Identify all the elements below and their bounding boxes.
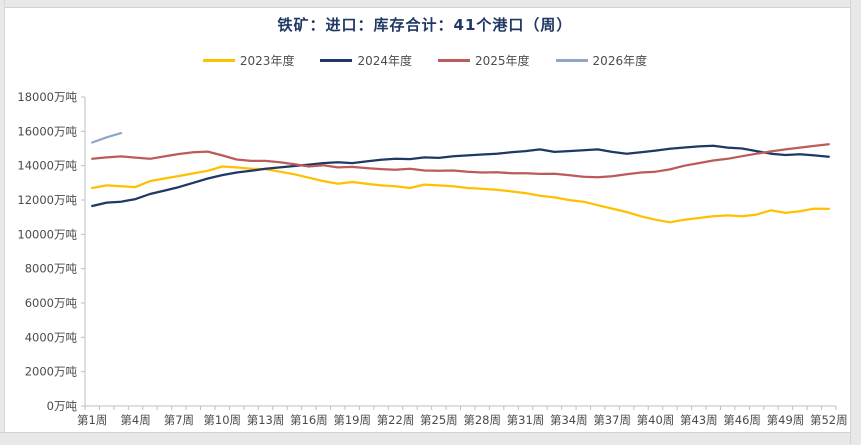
x-tick-label: 第22周 xyxy=(377,413,415,427)
x-tick-label: 第16周 xyxy=(290,413,328,427)
legend-label: 2024年度 xyxy=(357,54,412,68)
x-tick-label: 第4周 xyxy=(120,413,150,427)
series-line-2023 xyxy=(91,165,830,224)
y-tick-label: 12000万吨 xyxy=(17,193,77,207)
legend-label: 2025年度 xyxy=(475,54,530,68)
legend-line-swatch xyxy=(202,59,235,62)
legend-item-2023: 2023年度 xyxy=(202,52,295,69)
series-line-2026 xyxy=(91,131,123,144)
window-edge-right xyxy=(850,0,861,444)
y-tick-label: 10000万吨 xyxy=(17,227,77,241)
series-line-2025 xyxy=(91,143,830,179)
x-tick-label: 第46周 xyxy=(723,413,761,427)
x-tick-label: 第19周 xyxy=(333,413,371,427)
x-tick-label: 第25周 xyxy=(420,413,458,427)
x-tick-label: 第40周 xyxy=(637,413,675,427)
legend-line-swatch xyxy=(320,59,353,62)
x-tick-label: 第43周 xyxy=(680,413,718,427)
x-tick-label: 第49周 xyxy=(767,413,805,427)
x-tick-label: 第31周 xyxy=(507,413,545,427)
y-tick-label: 6000万吨 xyxy=(25,296,78,310)
chart-title: 铁矿：进口：库存合计：41个港口（周） xyxy=(277,16,573,34)
x-tick-label: 第34周 xyxy=(550,413,588,427)
window-edge-left xyxy=(0,0,5,444)
x-tick-label: 第1周 xyxy=(77,413,107,427)
x-tick-label: 第10周 xyxy=(203,413,241,427)
legend-item-2026: 2026年度 xyxy=(555,52,648,69)
y-tick-label: 2000万吨 xyxy=(25,365,78,379)
x-tick-label: 第52周 xyxy=(810,413,848,427)
legend-item-2024: 2024年度 xyxy=(320,52,412,69)
legend-label: 2026年度 xyxy=(592,54,648,68)
legend-line-swatch xyxy=(555,59,588,62)
y-tick-label: 8000万吨 xyxy=(25,262,78,276)
y-tick-label: 0万吨 xyxy=(47,399,78,413)
legend-label: 2023年度 xyxy=(239,54,295,68)
y-tick-label: 14000万吨 xyxy=(17,159,77,173)
x-tick-label: 第13周 xyxy=(247,413,285,427)
window-edge-top xyxy=(0,0,861,8)
x-tick-label: 第37周 xyxy=(593,413,631,427)
y-tick-label: 4000万吨 xyxy=(25,330,78,344)
y-tick-label: 16000万吨 xyxy=(17,124,77,138)
y-tick-label: 18000万吨 xyxy=(17,90,77,104)
window-edge-bottom xyxy=(0,432,861,445)
legend-line-swatch xyxy=(438,59,470,62)
legend-item-2025: 2025年度 xyxy=(438,52,530,69)
series-line-2024 xyxy=(91,144,830,208)
x-tick-label: 第28周 xyxy=(463,413,501,427)
chart-legend: 2023年度 2024年度 2025年度 2026年度 xyxy=(0,52,850,69)
x-tick-label: 第7周 xyxy=(164,413,194,427)
